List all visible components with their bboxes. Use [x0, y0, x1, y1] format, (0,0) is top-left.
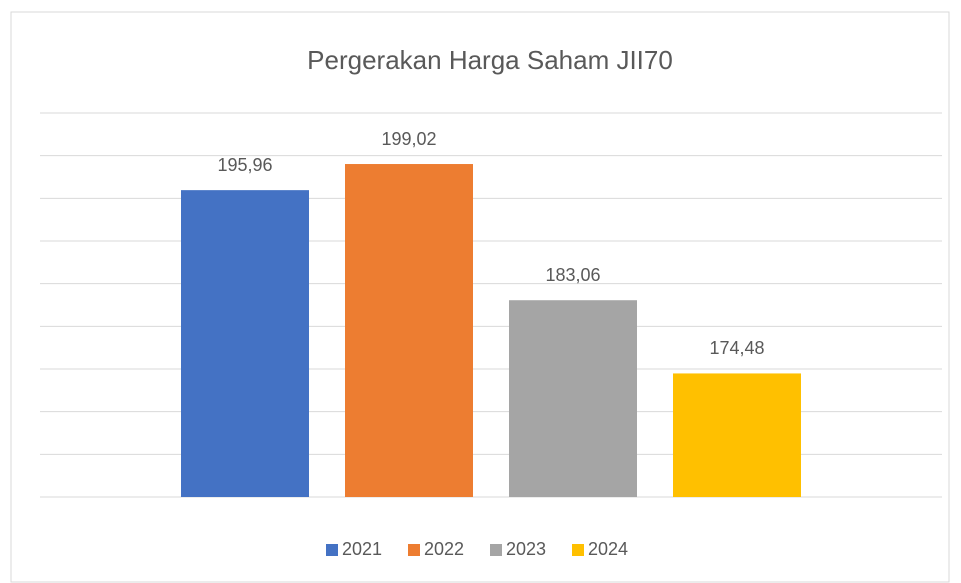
chart-title: Pergerakan Harga Saham JII70 [307, 45, 673, 75]
legend-swatch [326, 544, 338, 556]
data-label: 183,06 [545, 265, 600, 285]
legend-swatch [408, 544, 420, 556]
legend-swatch [572, 544, 584, 556]
data-label: 174,48 [709, 338, 764, 358]
legend-label: 2022 [424, 539, 464, 559]
legend-label: 2023 [506, 539, 546, 559]
data-label: 195,96 [217, 155, 272, 175]
bar [181, 190, 309, 497]
legend-swatch [490, 544, 502, 556]
bar [345, 164, 473, 497]
legend-label: 2021 [342, 539, 382, 559]
legend-label: 2024 [588, 539, 628, 559]
bar [673, 373, 801, 497]
data-label: 199,02 [381, 129, 436, 149]
bar [509, 300, 637, 497]
